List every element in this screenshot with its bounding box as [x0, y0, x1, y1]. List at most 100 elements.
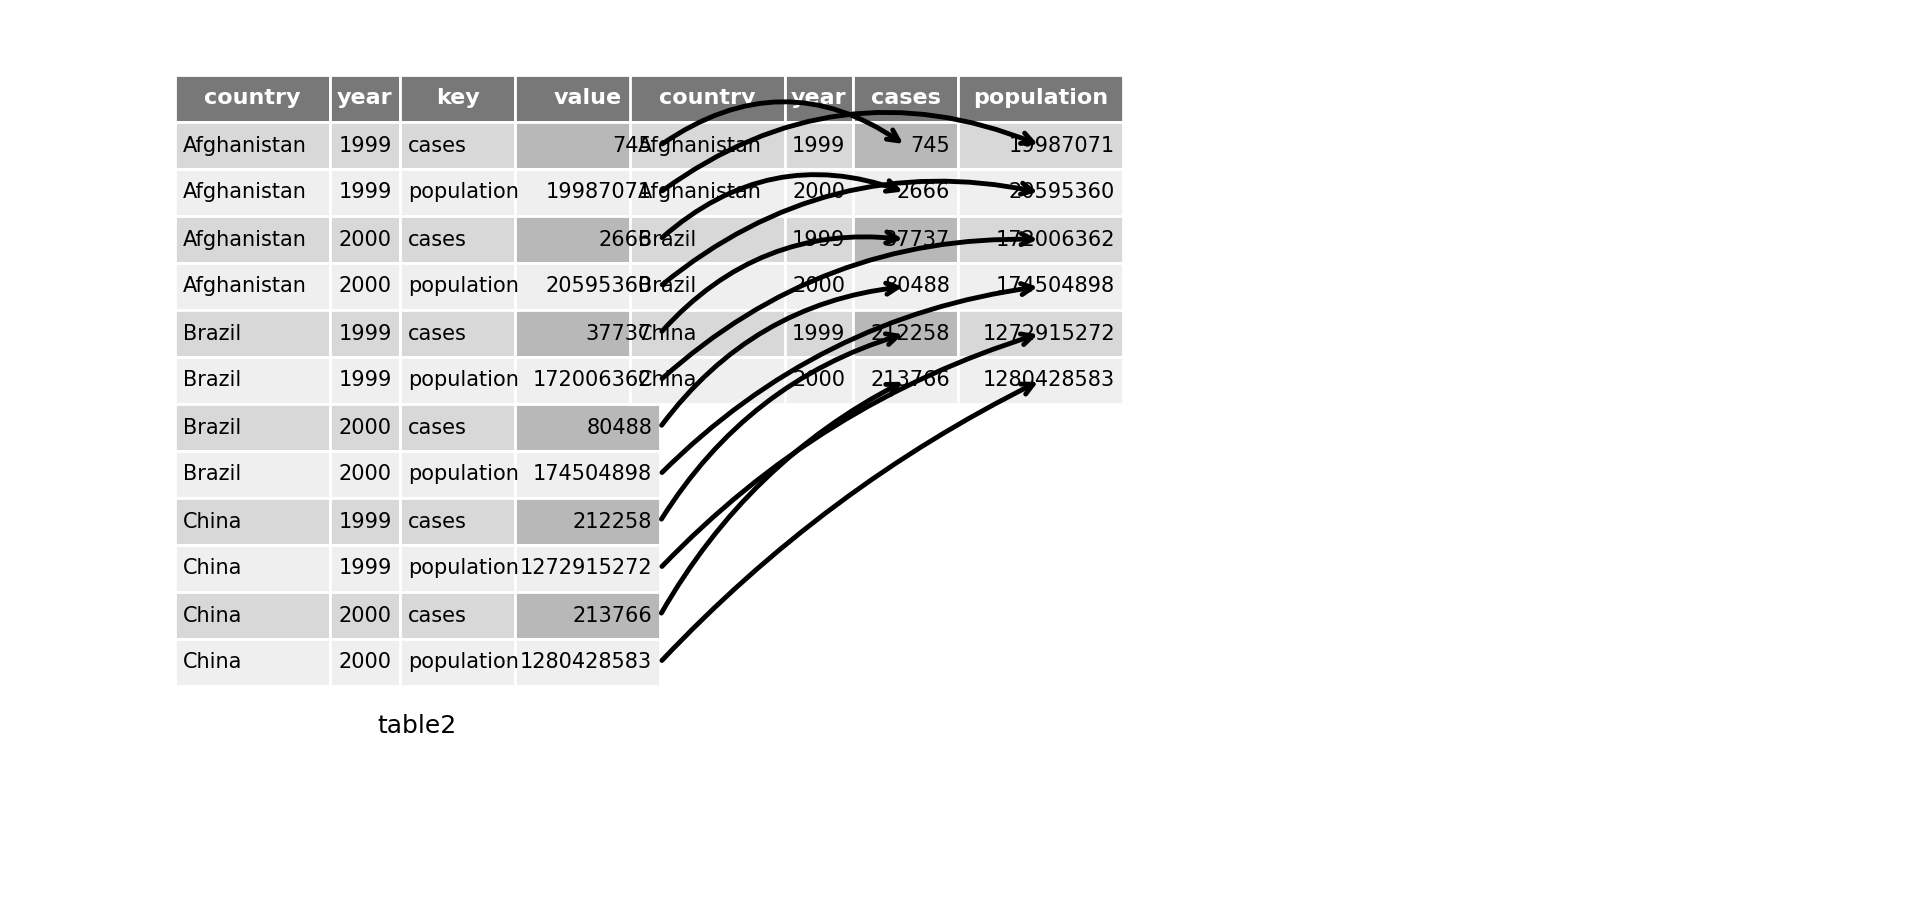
Bar — [175, 169, 330, 216]
Text: cases: cases — [407, 418, 467, 437]
Bar — [175, 545, 330, 592]
Text: 745: 745 — [910, 136, 950, 155]
Text: 37737: 37737 — [586, 323, 653, 344]
Text: 1999: 1999 — [338, 182, 392, 203]
Text: China: China — [182, 605, 242, 626]
Bar — [958, 216, 1123, 263]
Text: Brazil: Brazil — [182, 371, 242, 391]
Bar — [852, 357, 958, 404]
Bar — [399, 639, 515, 686]
Text: 1999: 1999 — [338, 371, 392, 391]
Bar — [785, 169, 852, 216]
Bar — [399, 545, 515, 592]
Bar — [785, 357, 852, 404]
Text: 213766: 213766 — [572, 605, 653, 626]
Text: China: China — [637, 323, 697, 344]
Text: population: population — [407, 182, 518, 203]
Text: Brazil: Brazil — [182, 464, 242, 485]
Bar — [515, 451, 660, 498]
Bar — [515, 75, 660, 122]
Text: China: China — [182, 512, 242, 532]
Text: Brazil: Brazil — [182, 418, 242, 437]
Text: 2666: 2666 — [897, 182, 950, 203]
Text: Afghanistan: Afghanistan — [182, 230, 307, 250]
Bar — [785, 263, 852, 310]
Bar — [399, 592, 515, 639]
Bar — [515, 592, 660, 639]
Bar — [399, 357, 515, 404]
Text: 1999: 1999 — [338, 136, 392, 155]
Bar — [630, 310, 785, 357]
Bar — [330, 592, 399, 639]
Bar — [630, 357, 785, 404]
Bar — [330, 169, 399, 216]
Bar — [785, 310, 852, 357]
Bar — [330, 498, 399, 545]
Bar — [515, 263, 660, 310]
Bar — [175, 75, 330, 122]
Text: 37737: 37737 — [883, 230, 950, 250]
Bar — [399, 75, 515, 122]
Text: 20595360: 20595360 — [1008, 182, 1116, 203]
Text: Brazil: Brazil — [637, 230, 697, 250]
Text: 80488: 80488 — [586, 418, 653, 437]
Bar — [630, 169, 785, 216]
Text: population: population — [407, 559, 518, 578]
Text: 213766: 213766 — [870, 371, 950, 391]
Bar — [515, 357, 660, 404]
Text: 2666: 2666 — [599, 230, 653, 250]
Bar — [399, 310, 515, 357]
Bar — [958, 263, 1123, 310]
Bar — [330, 263, 399, 310]
Text: table2: table2 — [378, 714, 457, 738]
Bar — [399, 263, 515, 310]
Bar — [515, 404, 660, 451]
Text: 1999: 1999 — [338, 559, 392, 578]
Bar — [852, 122, 958, 169]
Bar — [785, 122, 852, 169]
Bar — [330, 75, 399, 122]
Text: Afghanistan: Afghanistan — [182, 136, 307, 155]
Text: population: population — [407, 371, 518, 391]
Bar — [330, 357, 399, 404]
Bar — [852, 216, 958, 263]
Text: country: country — [659, 89, 756, 109]
Bar — [175, 357, 330, 404]
Bar — [630, 216, 785, 263]
Bar — [175, 639, 330, 686]
Bar — [399, 451, 515, 498]
Text: China: China — [637, 371, 697, 391]
Bar — [852, 263, 958, 310]
Text: 212258: 212258 — [870, 323, 950, 344]
Text: 20595360: 20595360 — [545, 277, 653, 296]
Text: China: China — [182, 559, 242, 578]
Bar — [515, 639, 660, 686]
Text: cases: cases — [407, 512, 467, 532]
Bar — [630, 122, 785, 169]
Bar — [399, 404, 515, 451]
Bar — [515, 122, 660, 169]
Bar — [958, 122, 1123, 169]
Text: cases: cases — [870, 89, 941, 109]
Text: 1280428583: 1280428583 — [520, 653, 653, 673]
Bar — [515, 216, 660, 263]
Bar — [958, 310, 1123, 357]
Bar — [175, 498, 330, 545]
Text: Brazil: Brazil — [637, 277, 697, 296]
Text: 1280428583: 1280428583 — [983, 371, 1116, 391]
Text: 2000: 2000 — [340, 464, 392, 485]
Bar — [175, 310, 330, 357]
Bar — [958, 357, 1123, 404]
Text: 2000: 2000 — [340, 605, 392, 626]
Text: key: key — [436, 89, 480, 109]
Text: population: population — [407, 277, 518, 296]
Bar — [175, 451, 330, 498]
Text: 1272915272: 1272915272 — [520, 559, 653, 578]
Text: 1999: 1999 — [338, 512, 392, 532]
Text: 2000: 2000 — [791, 182, 845, 203]
Text: year: year — [338, 89, 394, 109]
Bar — [175, 263, 330, 310]
Bar — [175, 592, 330, 639]
Bar — [399, 216, 515, 263]
Text: Afghanistan: Afghanistan — [182, 277, 307, 296]
